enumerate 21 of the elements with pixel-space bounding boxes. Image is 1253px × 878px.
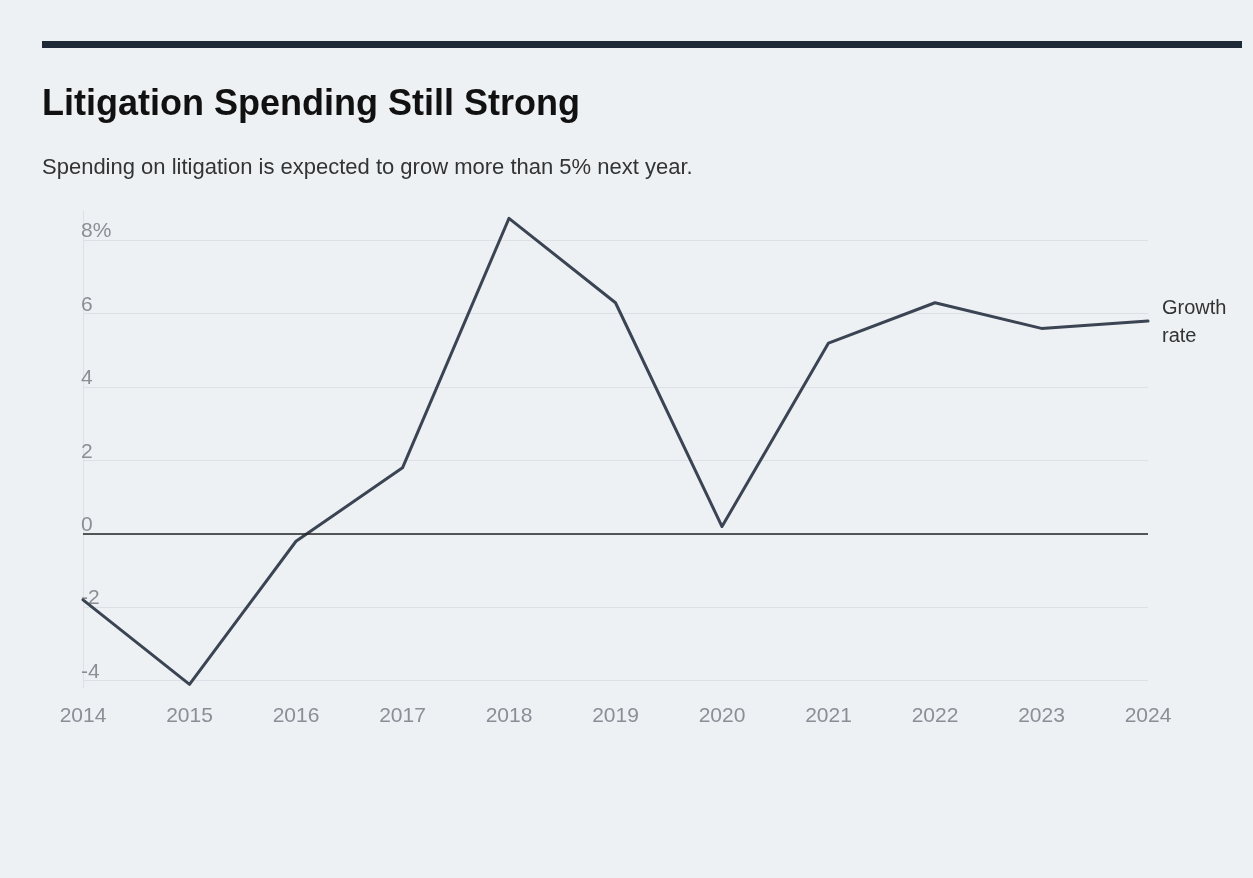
x-tick-label: 2018 bbox=[485, 703, 533, 726]
x-tick-label: 2017 bbox=[379, 703, 426, 726]
y-tick-label: 2 bbox=[81, 438, 93, 462]
x-tick-label: 2021 bbox=[805, 703, 852, 726]
x-tick-label: 2016 bbox=[272, 703, 320, 726]
x-tick-label: 2020 bbox=[698, 703, 746, 726]
chart-subtitle: Spending on litigation is expected to grow more than 5% next year. bbox=[42, 154, 693, 180]
x-tick-label: 2014 bbox=[59, 703, 107, 726]
y-tick-label: 8% bbox=[81, 218, 112, 242]
y-tick-label: 6 bbox=[81, 291, 93, 315]
x-tick-label: 2023 bbox=[1018, 703, 1065, 726]
chart-title: Litigation Spending Still Strong bbox=[42, 82, 580, 124]
y-tick-label: -2 bbox=[81, 585, 100, 609]
x-tick-label: 2024 bbox=[1124, 703, 1172, 726]
x-tick-label: 2015 bbox=[166, 703, 213, 726]
x-tick-label: 2022 bbox=[911, 703, 959, 726]
y-tick-label: 4 bbox=[81, 365, 93, 389]
series-label: Growth rate bbox=[1162, 296, 1233, 347]
y-tick-label: -4 bbox=[81, 658, 100, 682]
y-tick-label: 0 bbox=[81, 511, 93, 535]
x-tick-label: 2019 bbox=[592, 703, 639, 726]
